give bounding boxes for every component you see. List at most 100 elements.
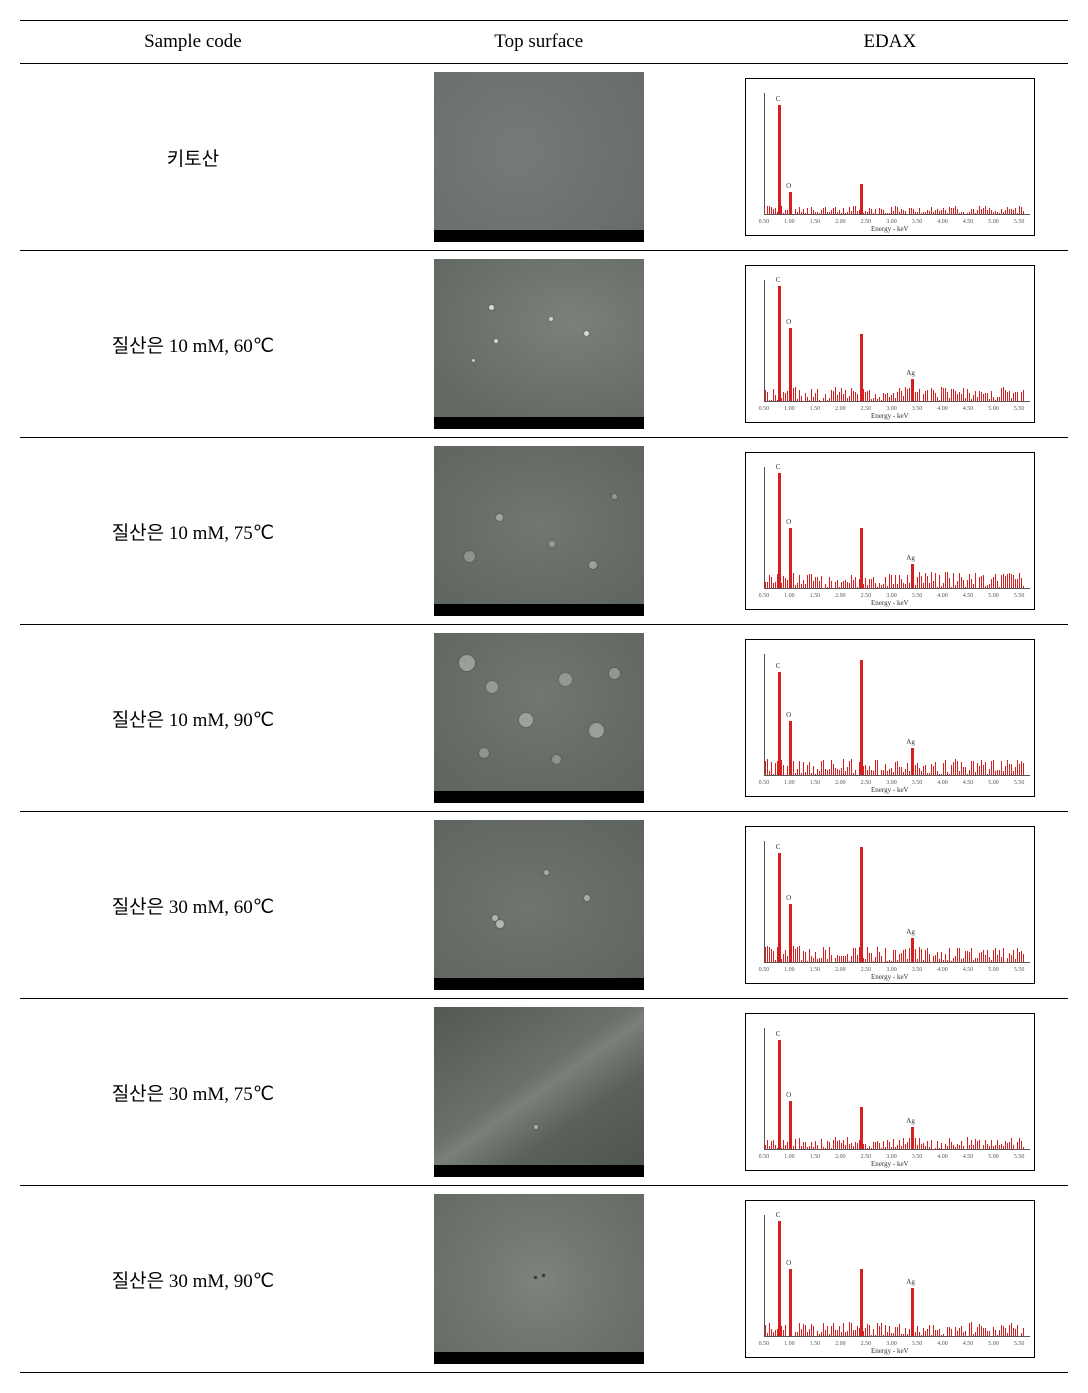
- edax-peak: [911, 938, 914, 962]
- edax-xtick: 0.50: [759, 967, 770, 973]
- edax-cell: COAg0.501.001.502.002.503.003.504.004.50…: [712, 438, 1068, 625]
- sem-particle: [496, 920, 504, 928]
- edax-xaxis-label: Energy - keV: [871, 1160, 909, 1168]
- edax-cell: CO0.501.001.502.002.503.003.504.004.505.…: [712, 64, 1068, 251]
- edax-xaxis-label: Energy - keV: [871, 412, 909, 420]
- sem-image: [434, 1194, 644, 1364]
- edax-peak-label: O: [786, 518, 791, 526]
- edax-peak: [860, 334, 863, 401]
- sample-code-cell: 질산은 10 mM, 75℃: [20, 438, 366, 625]
- edax-plot-area: COAg: [764, 467, 1030, 589]
- sample-code-cell: 키토산: [20, 64, 366, 251]
- edax-peak-label: Ag: [906, 369, 915, 377]
- sem-image-cell: [366, 999, 712, 1186]
- edax-xtick: 3.50: [912, 780, 923, 786]
- sem-particle: [496, 514, 503, 521]
- sem-particle: [584, 895, 590, 901]
- edax-xtick: 4.00: [937, 593, 948, 599]
- edax-xtick: 2.00: [835, 1154, 846, 1160]
- edax-xtick: 0.50: [759, 780, 770, 786]
- edax-plot-area: COAg: [764, 280, 1030, 402]
- sem-particle: [549, 317, 553, 321]
- edax-xtick: 4.50: [963, 1154, 974, 1160]
- edax-peak: [789, 904, 792, 962]
- edax-xtick: 0.50: [759, 1341, 770, 1347]
- col-sample-code: Sample code: [20, 21, 366, 64]
- edax-xtick: 2.00: [835, 780, 846, 786]
- edax-xtick: 3.50: [912, 406, 923, 412]
- table-row: 질산은 30 mM, 75℃COAg0.501.001.502.002.503.…: [20, 999, 1068, 1186]
- edax-peak: [789, 721, 792, 775]
- edax-xaxis-label: Energy - keV: [871, 1347, 909, 1355]
- sem-particle: [544, 870, 549, 875]
- sem-particle: [479, 748, 489, 758]
- edax-cell: COAg0.501.001.502.002.503.003.504.004.50…: [712, 999, 1068, 1186]
- sem-footer-bar: [434, 604, 644, 616]
- edax-peak: [860, 660, 863, 775]
- edax-spectrum: COAg0.501.001.502.002.503.003.504.004.50…: [745, 826, 1035, 984]
- edax-xtick: 5.50: [1014, 593, 1025, 599]
- edax-peak: [778, 672, 781, 775]
- edax-peak-label: C: [776, 276, 781, 284]
- edax-peak: [911, 564, 914, 588]
- sem-particle: [464, 551, 475, 562]
- sem-particle: [534, 1125, 538, 1129]
- sem-footer-bar: [434, 1165, 644, 1177]
- edax-peak-label: Ag: [906, 1278, 915, 1286]
- edax-xtick: 5.00: [988, 1154, 999, 1160]
- edax-xtick: 1.00: [784, 780, 795, 786]
- edax-peak: [860, 1269, 863, 1336]
- edax-peak: [789, 1269, 792, 1336]
- sem-surface: [434, 1194, 644, 1352]
- edax-peak-label: Ag: [906, 928, 915, 936]
- edax-peak-label: O: [786, 182, 791, 190]
- edax-peak: [911, 1288, 914, 1336]
- table-row: 질산은 30 mM, 60℃COAg0.501.001.502.002.503.…: [20, 812, 1068, 999]
- edax-peak-label: O: [786, 1259, 791, 1267]
- sem-particle: [612, 494, 617, 499]
- edax-peak: [860, 528, 863, 589]
- sem-image-cell: [366, 1186, 712, 1373]
- edax-xtick: 3.50: [912, 593, 923, 599]
- col-top-surface: Top surface: [366, 21, 712, 64]
- sem-surface: [434, 72, 644, 230]
- edax-xtick: 2.00: [835, 406, 846, 412]
- sem-footer-bar: [434, 1352, 644, 1364]
- sample-code-cell: 질산은 10 mM, 60℃: [20, 251, 366, 438]
- edax-peak: [911, 379, 914, 401]
- edax-xtick: 1.00: [784, 406, 795, 412]
- sem-particle: [584, 331, 589, 336]
- edax-peak: [860, 184, 863, 214]
- sem-particle: [589, 723, 604, 738]
- edax-xtick: 5.50: [1014, 1154, 1025, 1160]
- edax-xtick: 1.50: [810, 1154, 821, 1160]
- edax-xtick: 5.00: [988, 406, 999, 412]
- edax-spectrum: COAg0.501.001.502.002.503.003.504.004.50…: [745, 265, 1035, 423]
- edax-spectrum: COAg0.501.001.502.002.503.003.504.004.50…: [745, 639, 1035, 797]
- sem-image-cell: [366, 251, 712, 438]
- edax-noise: [765, 1326, 1030, 1336]
- sem-image-cell: [366, 64, 712, 251]
- edax-xaxis-label: Energy - keV: [871, 225, 909, 233]
- edax-xtick: 3.50: [912, 1154, 923, 1160]
- sample-code-cell: 질산은 30 mM, 90℃: [20, 1186, 366, 1373]
- edax-spectrum: CO0.501.001.502.002.503.003.504.004.505.…: [745, 78, 1035, 236]
- sem-surface: [434, 1007, 644, 1165]
- edax-noise: [765, 1139, 1030, 1149]
- edax-xtick: 5.50: [1014, 219, 1025, 225]
- sem-image: [434, 1007, 644, 1177]
- edax-xaxis-label: Energy - keV: [871, 973, 909, 981]
- edax-peak: [789, 192, 792, 214]
- edax-xtick: 4.50: [963, 780, 974, 786]
- edax-noise: [765, 204, 1030, 214]
- edax-peak: [911, 748, 914, 775]
- edax-xtick: 4.50: [963, 219, 974, 225]
- sem-particle: [542, 1274, 545, 1277]
- sem-image: [434, 259, 644, 429]
- edax-peak-label: Ag: [906, 1117, 915, 1125]
- edax-peak: [789, 528, 792, 589]
- sem-particle: [494, 339, 498, 343]
- edax-peak: [911, 1127, 914, 1149]
- edax-xtick: 4.00: [937, 406, 948, 412]
- edax-xaxis-label: Energy - keV: [871, 599, 909, 607]
